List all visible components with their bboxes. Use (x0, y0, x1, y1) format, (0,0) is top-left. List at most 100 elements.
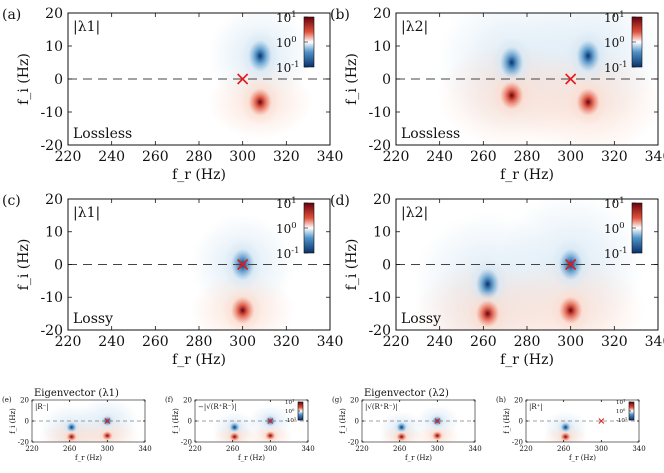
y-axis-label: f_i (Hz) (344, 53, 360, 105)
y-tick-label: 20 (373, 6, 391, 22)
zero-mark (98, 428, 116, 442)
x-tick-label: 260 (557, 445, 570, 453)
x-axis-label: f_r (Hz) (172, 167, 226, 183)
x-tick-label: 240 (426, 149, 453, 165)
ep-marker (565, 258, 577, 271)
y-axis-label: f_i (Hz) (9, 408, 17, 434)
zero-mark (393, 429, 411, 442)
colorbar-tick-label: 101 (604, 9, 625, 25)
x-tick-label: 220 (188, 445, 201, 453)
heatmap-field (208, 13, 313, 140)
colorbar-tick-label: 101 (276, 9, 297, 25)
pole-mark (240, 29, 280, 83)
panel-g: 220 260 300 340 20 0 -20 f_r (Hz) f_i (Hz) (g) Eig… (332, 388, 482, 462)
x-axis-label: f_r (Hz) (75, 454, 102, 462)
colorbar-tick-label: 100 (604, 220, 625, 236)
y-tick-label: 20 (45, 192, 63, 208)
y-tick-label: 20 (20, 396, 29, 404)
quantity-label: |R⁻| (35, 403, 49, 411)
y-tick-label: -20 (368, 138, 391, 154)
x-tick-label: 340 (468, 445, 481, 453)
y-tick-label: 10 (45, 225, 63, 241)
zero-mark (551, 287, 591, 330)
y-tick-label: 20 (373, 192, 391, 208)
x-tick-label: 220 (25, 445, 38, 453)
x-tick-label: 220 (383, 149, 410, 165)
regime-label: Lossless (401, 126, 460, 142)
y-axis-label: f_i (Hz) (344, 239, 360, 291)
y-tick-label: 10 (373, 39, 391, 55)
x-tick-label: 340 (645, 149, 664, 165)
x-tick-label: 300 (264, 445, 277, 453)
x-tick-label: 240 (98, 149, 125, 165)
x-axis-label: f_r (Hz) (500, 167, 554, 183)
y-axis-label: f_i (Hz) (16, 239, 32, 291)
colorbar-tick-label: 10-1 (604, 59, 627, 75)
quantity-label: |λ2| (401, 205, 428, 221)
panel-label: (a) (2, 7, 21, 23)
panel-label: (c) (2, 193, 21, 209)
y-tick-label: 0 (54, 257, 63, 273)
y-tick-label: 10 (45, 39, 63, 55)
zero-mark (568, 79, 608, 126)
y-tick-label: 0 (188, 417, 192, 425)
x-tick-label: 220 (383, 334, 410, 350)
y-axis-label: f_i (Hz) (16, 53, 32, 105)
x-tick-label: 300 (557, 334, 584, 350)
panel-label: (b) (330, 7, 350, 23)
y-axis-label: f_i (Hz) (339, 408, 347, 434)
x-tick-label: 240 (426, 334, 453, 350)
x-tick-label: 260 (63, 445, 76, 453)
ep-marker (267, 418, 274, 424)
colorbar-tick-label: 10-1 (276, 59, 299, 75)
y-tick-label: -10 (368, 290, 391, 306)
regime-label: Lossy (73, 311, 113, 327)
x-axis-label: f_r (Hz) (569, 454, 596, 462)
ep-marker (237, 258, 249, 271)
x-axis-label: f_r (Hz) (238, 454, 265, 462)
colorbar-tick-label: 100 (276, 34, 297, 50)
y-tick-label: 0 (355, 417, 359, 425)
heatmap-field (413, 199, 645, 330)
zero-mark (428, 428, 446, 442)
pole-mark (568, 29, 608, 83)
colorbar-tick-label: 100 (276, 220, 297, 236)
zero-mark (557, 429, 575, 442)
quantity-label: |√(R⁺R⁻)| (365, 403, 398, 411)
x-tick-label: 260 (470, 334, 497, 350)
ep-marker (237, 73, 249, 85)
colorbar-tick-label: 101 (616, 398, 625, 406)
x-tick-label: 300 (229, 334, 256, 350)
y-tick-label: 0 (382, 257, 391, 273)
quantity-label: |λ2| (401, 19, 428, 35)
y-tick-label: -10 (40, 105, 63, 121)
x-axis-label: f_r (Hz) (405, 454, 432, 462)
heatmap-field (437, 13, 658, 145)
x-tick-label: 280 (514, 149, 541, 165)
regime-label: Lossy (401, 311, 441, 327)
y-tick-label: 0 (54, 72, 63, 88)
x-axis-label: f_r (Hz) (500, 352, 554, 368)
zero-mark (492, 72, 532, 119)
y-axis-label: f_i (Hz) (503, 408, 511, 434)
x-tick-label: 240 (98, 334, 125, 350)
quantity-label: |λ1| (73, 19, 100, 35)
heatmap-field (39, 400, 140, 442)
quantity-label: |λ1| (73, 205, 100, 221)
colorbar-tick-label: 101 (285, 398, 294, 406)
y-tick-label: -10 (40, 290, 63, 306)
x-tick-label: 280 (186, 334, 213, 350)
colorbar-tick-label: -101 (616, 416, 627, 424)
x-tick-label: 280 (186, 149, 213, 165)
colorbar-tick-label: 100 (604, 34, 625, 50)
zero-mark (226, 429, 244, 442)
ep-marker (104, 418, 111, 424)
colorbar-tick-label: 100 (616, 407, 626, 415)
y-tick-label: 20 (183, 396, 192, 404)
zero-mark (240, 79, 280, 126)
colorbar-tick-label: 10-1 (604, 245, 627, 261)
heatmap-field (543, 411, 588, 442)
x-tick-label: 320 (273, 334, 300, 350)
quantity-label: |R⁺| (529, 403, 543, 411)
